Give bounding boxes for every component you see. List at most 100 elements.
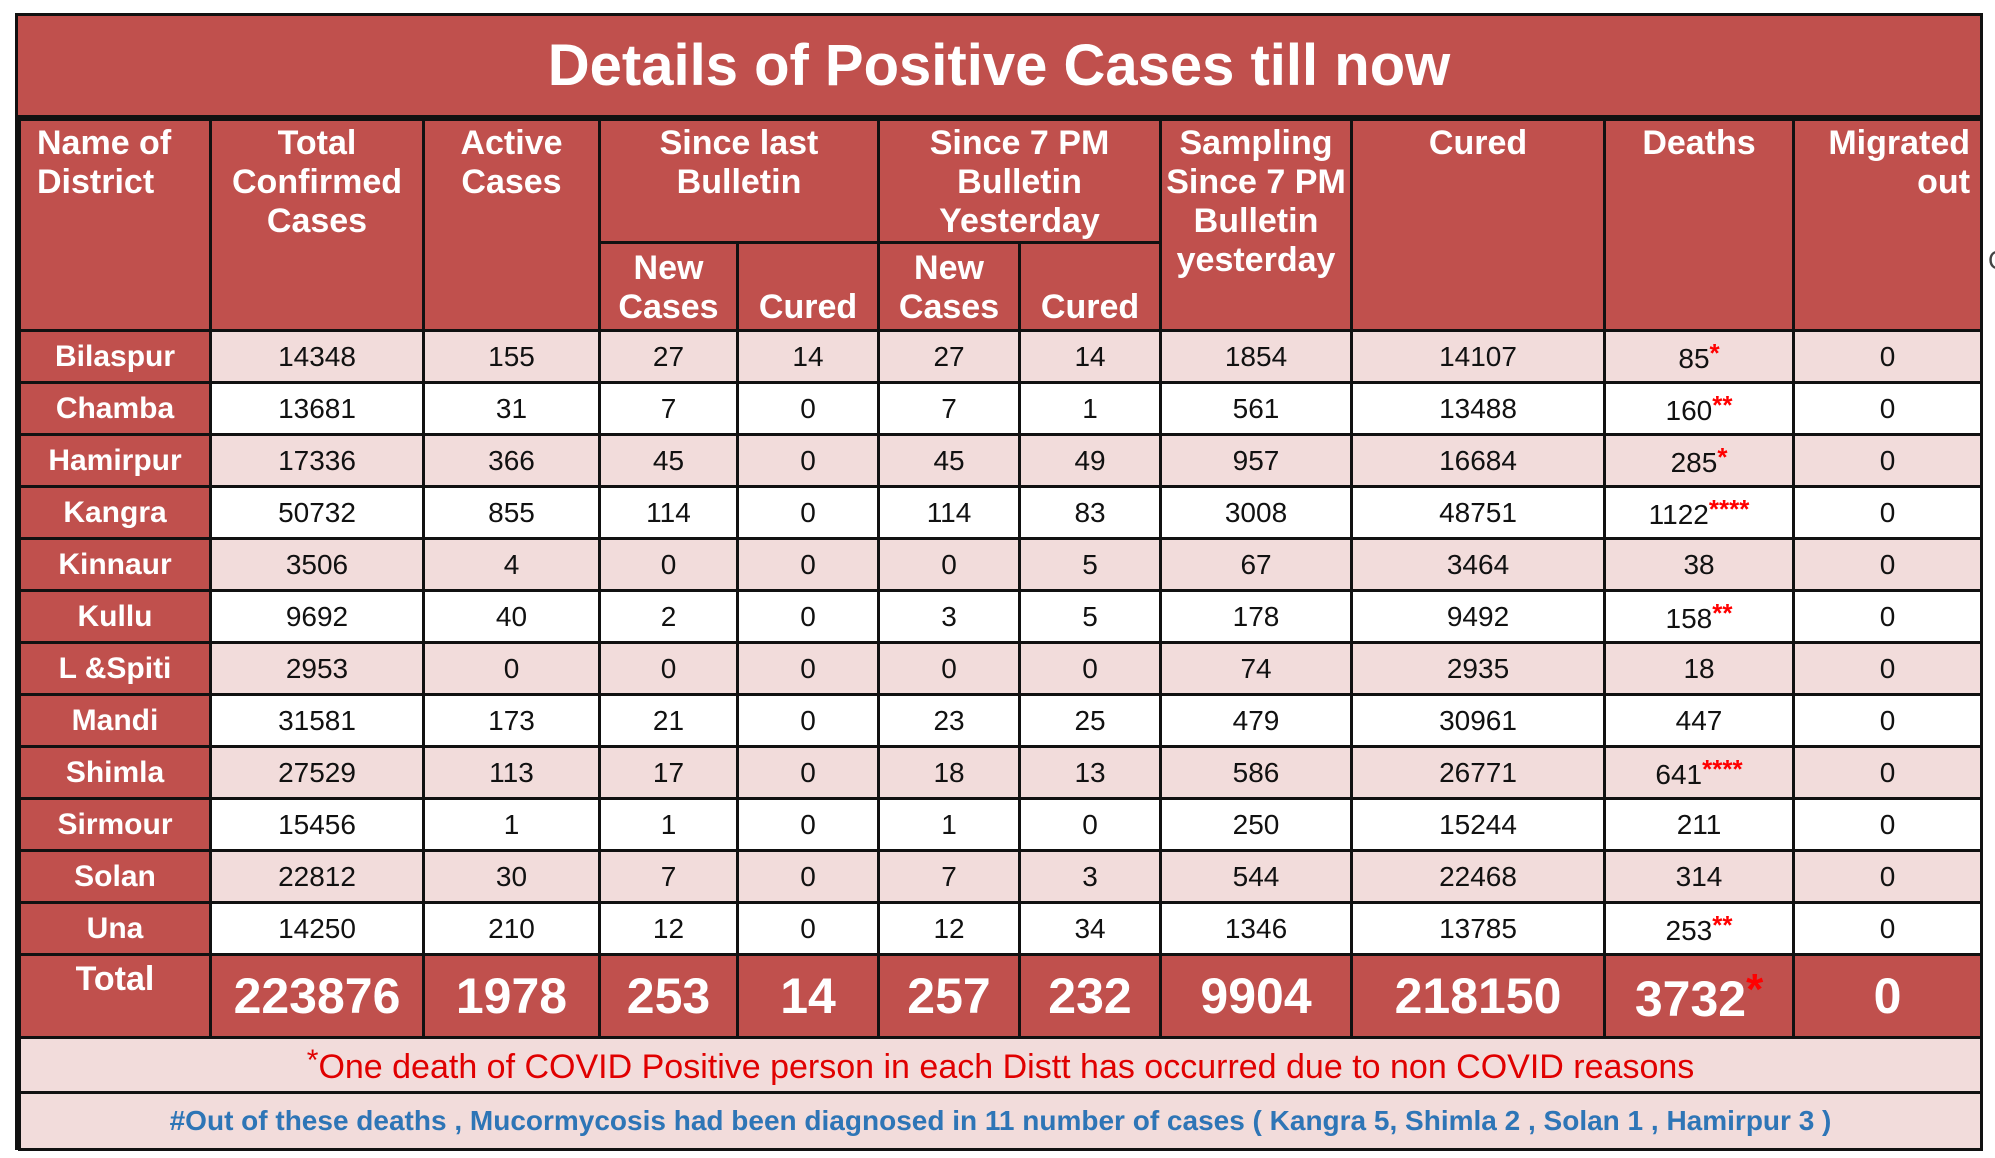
table-row: Shimla 27529 113 17 0 18 13 586 26771 641**** 0 <box>18 745 1984 800</box>
cell-cured: 48751 <box>1350 485 1607 540</box>
cell-deaths: 158** <box>1603 589 1796 644</box>
cell-last-cured: 0 <box>735 693 881 748</box>
cell-cured: 2935 <box>1350 641 1607 696</box>
district-name: L &Spiti <box>18 641 212 696</box>
cell-migrated: 0 <box>1792 849 1984 904</box>
table-body: Bilaspur 14348 155 27 14 27 14 1854 14107 85* 0 Cha… <box>18 329 1984 956</box>
cell-active: 855 <box>422 485 601 540</box>
cell-total: 17336 <box>209 433 425 488</box>
cell-active: 0 <box>422 641 601 696</box>
deaths-mark: * <box>1717 442 1728 472</box>
deaths-value: 1122 <box>1648 499 1709 530</box>
cell-sampling: 1346 <box>1159 901 1354 956</box>
deaths-value: 158 <box>1665 603 1713 634</box>
deaths-mark: ** <box>1712 390 1733 420</box>
edge-mark: C <box>1988 245 1995 276</box>
table-row: Sirmour 15456 1 1 0 1 0 250 15244 211 0 <box>18 797 1984 852</box>
deaths-mark: ** <box>1712 598 1733 628</box>
cell-pm-new: 12 <box>877 901 1022 956</box>
deaths-value: 38 <box>1683 548 1715 580</box>
district-name: Una <box>18 901 212 956</box>
cell-total: 14348 <box>209 329 425 384</box>
cell-cured: 22468 <box>1350 849 1607 904</box>
cell-last-cured: 0 <box>735 797 881 852</box>
cell-migrated: 0 <box>1792 797 1984 852</box>
table-row: Una 14250 210 12 0 12 34 1346 13785 253** 0 <box>18 901 1984 956</box>
cell-last-cured: 0 <box>735 381 881 436</box>
cell-deaths: 160** <box>1603 381 1796 436</box>
district-name: Kinnaur <box>18 537 212 592</box>
cell-migrated: 0 <box>1792 381 1984 436</box>
cell-pm-new: 114 <box>877 485 1022 540</box>
table-row: L &Spiti 2953 0 0 0 0 0 74 2935 18 0 <box>18 641 1984 696</box>
cell-last-new: 0 <box>598 537 739 592</box>
cell-pm-cured: 34 <box>1018 901 1163 956</box>
cell-last-cured: 0 <box>735 485 881 540</box>
cell-deaths: 641**** <box>1603 745 1796 800</box>
header-since-last-bulletin: Since last Bulletin <box>597 118 881 244</box>
total-sampling: 9904 <box>1159 953 1354 1039</box>
header-district: Name of District <box>18 118 212 332</box>
total-active: 1978 <box>422 953 601 1039</box>
cell-active: 4 <box>422 537 601 592</box>
table-row: Kinnaur 3506 4 0 0 0 5 67 3464 38 0 <box>18 537 1984 592</box>
footnote-row: *One death of COVID Positive person in e… <box>17 1036 1984 1094</box>
table-row: Kangra 50732 855 114 0 114 83 3008 48751 1122****… <box>18 485 1984 540</box>
table-row: Chamba 13681 31 7 0 7 1 561 13488 160** 0 <box>18 381 1984 436</box>
cell-sampling: 586 <box>1159 745 1354 800</box>
cell-last-cured: 0 <box>735 849 881 904</box>
cell-sampling: 479 <box>1159 693 1354 748</box>
cell-pm-new: 7 <box>877 849 1022 904</box>
cell-pm-cured: 25 <box>1018 693 1163 748</box>
cell-last-new: 7 <box>598 849 739 904</box>
cell-cured: 13785 <box>1350 901 1607 956</box>
cell-cured: 3464 <box>1350 537 1607 592</box>
total-cured: 218150 <box>1350 953 1607 1039</box>
table-row: Mandi 31581 173 21 0 23 25 479 30961 447 0 <box>18 693 1984 748</box>
total-last-cured: 14 <box>735 953 881 1039</box>
cell-deaths: 314 <box>1603 849 1796 904</box>
cell-pm-cured: 5 <box>1018 537 1163 592</box>
deaths-mark: **** <box>1702 754 1743 784</box>
page-title: Details of Positive Cases till now <box>18 16 1980 118</box>
deaths-mark: * <box>1709 338 1720 368</box>
cell-pm-cured: 49 <box>1018 433 1163 488</box>
header-cured-total: Cured <box>1350 118 1607 332</box>
cell-last-new: 17 <box>598 745 739 800</box>
cell-last-cured: 0 <box>735 589 881 644</box>
district-name: Shimla <box>18 745 212 800</box>
cell-total: 31581 <box>209 693 425 748</box>
cell-cured: 26771 <box>1350 745 1607 800</box>
cell-last-cured: 0 <box>735 745 881 800</box>
cell-cured: 14107 <box>1350 329 1607 384</box>
cell-active: 210 <box>422 901 601 956</box>
deaths-value: 253 <box>1665 915 1713 946</box>
cell-active: 173 <box>422 693 601 748</box>
cell-pm-cured: 1 <box>1018 381 1163 436</box>
cell-total: 2953 <box>209 641 425 696</box>
cell-active: 40 <box>422 589 601 644</box>
cell-last-cured: 0 <box>735 641 881 696</box>
table-row: Hamirpur 17336 366 45 0 45 49 957 16684 285* 0 <box>18 433 1984 488</box>
cell-cured: 15244 <box>1350 797 1607 852</box>
cell-total: 3506 <box>209 537 425 592</box>
table-row: Bilaspur 14348 155 27 14 27 14 1854 14107 85* 0 <box>18 329 1984 384</box>
mucormycosis-note: #Out of these deaths , Mucormycosis had … <box>17 1091 1984 1151</box>
cell-pm-cured: 5 <box>1018 589 1163 644</box>
cell-total: 13681 <box>209 381 425 436</box>
cell-active: 30 <box>422 849 601 904</box>
district-name: Mandi <box>18 693 212 748</box>
cell-sampling: 1854 <box>1159 329 1354 384</box>
cell-migrated: 0 <box>1792 329 1984 384</box>
total-7pm-new: 257 <box>877 953 1022 1039</box>
cell-sampling: 561 <box>1159 381 1354 436</box>
cell-last-new: 21 <box>598 693 739 748</box>
cell-sampling: 957 <box>1159 433 1354 488</box>
cell-total: 9692 <box>209 589 425 644</box>
cell-sampling: 544 <box>1159 849 1354 904</box>
cell-pm-new: 0 <box>877 537 1022 592</box>
header-7pm-new-cases: New Cases <box>877 241 1022 332</box>
cell-last-new: 45 <box>598 433 739 488</box>
cell-last-cured: 0 <box>735 537 881 592</box>
footnote-star: * <box>306 1043 319 1077</box>
